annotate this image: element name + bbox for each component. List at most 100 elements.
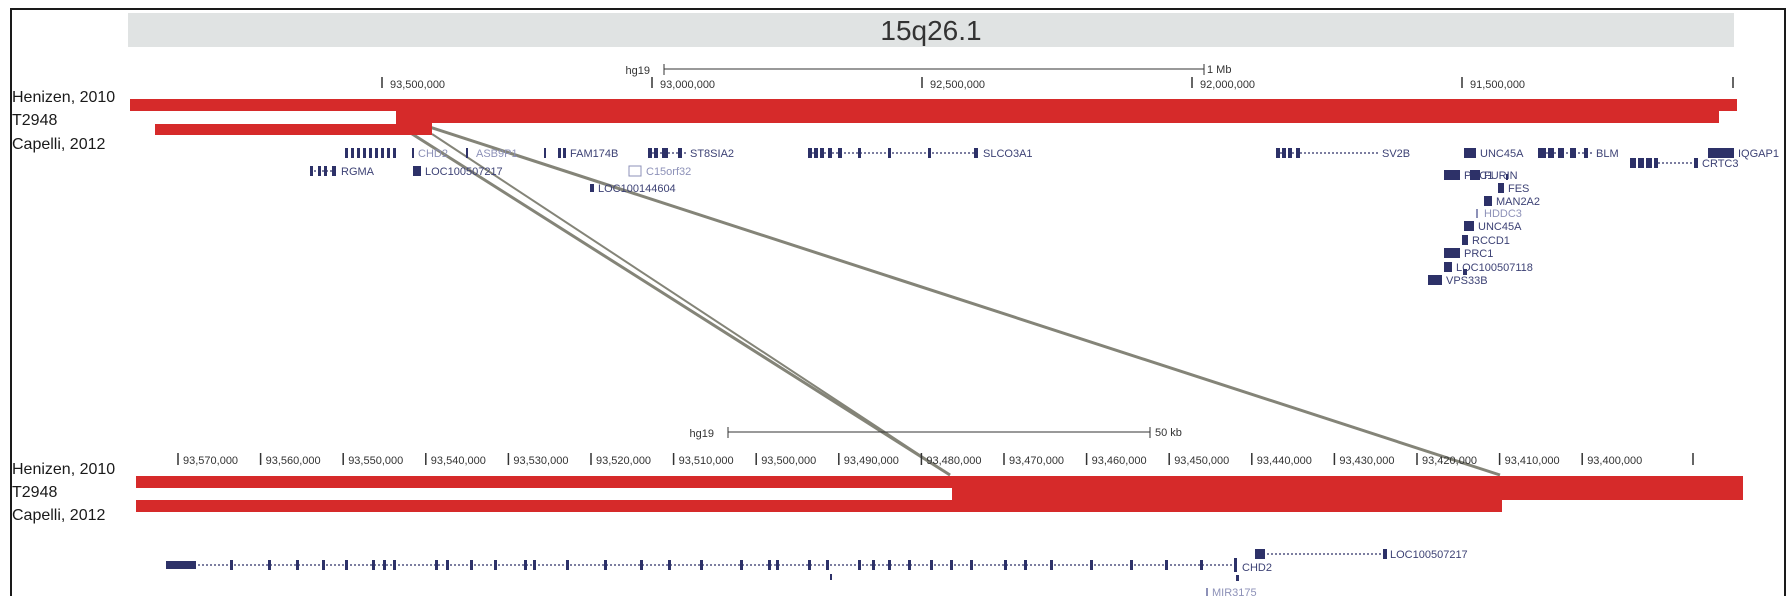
gene-exon (1165, 560, 1168, 570)
track-label-henizen-top: Henizen, 2010 (12, 89, 116, 106)
axis-tick-label-bottom: 93,450,000 (1174, 455, 1229, 467)
gene-exon (345, 560, 348, 570)
gene-label-rccd1-cluster: RCCD1 (1472, 235, 1510, 247)
scale-length-top: 1 Mb (1207, 64, 1231, 76)
scale-length-bottom: 50 kb (1155, 427, 1182, 439)
gene-block (1462, 235, 1468, 245)
gene-label-mir3175: MIR3175 (1212, 587, 1257, 598)
gene-exon (563, 148, 566, 158)
axis-tick-label-bottom: 93,440,000 (1257, 455, 1312, 467)
axis-tick-label-bottom: 93,480,000 (926, 455, 981, 467)
gene-block (1464, 148, 1476, 158)
axis-tick-label-bottom: 93,510,000 (679, 455, 734, 467)
gene-exon (928, 148, 931, 158)
axis-tick-label-bottom: 93,420,000 (1422, 455, 1477, 467)
gene-label-loc100507217-bottom: LOC100507217 (1390, 549, 1468, 561)
gene-exon (820, 148, 824, 158)
axis-tick-label-top: 92,500,000 (930, 79, 985, 91)
gene-exon (888, 148, 891, 158)
gene-label-furin-cluster: FURIN (1484, 170, 1518, 182)
gene-exon (466, 148, 468, 158)
gene-exon (814, 148, 818, 158)
gene-exon (1050, 560, 1053, 570)
gene-exon (830, 574, 832, 580)
gene-label-fam174b: FAM174B (570, 148, 618, 160)
cnv-bar-t2948-top (396, 111, 1719, 123)
gene-exon (1654, 158, 1658, 168)
gene-exon (435, 560, 438, 570)
gene-block (1428, 275, 1442, 285)
gene-exon (363, 148, 366, 158)
gene-exon (310, 166, 313, 176)
gene-exon (1206, 588, 1208, 596)
gene-label-loc100507217-top: LOC100507217 (425, 166, 503, 178)
chromosome-band-bar: 15q26.1 (128, 13, 1734, 47)
gene-exon (318, 166, 321, 176)
gene-exon (1476, 209, 1478, 218)
axis-tick-label-top: 91,500,000 (1470, 79, 1525, 91)
gene-exon (533, 560, 536, 570)
gene-exon (1558, 148, 1564, 158)
gene-exon (668, 560, 671, 570)
gene-exon (558, 148, 561, 158)
gene-exon (351, 148, 354, 158)
gene-exon (322, 560, 325, 570)
cnv-overlap-bottom (952, 488, 1502, 512)
gene-exon (1234, 558, 1237, 572)
gene-exon (345, 148, 348, 158)
gene-label-loc100144604: LOC100144604 (598, 183, 676, 195)
gene-exon (1200, 560, 1203, 570)
gene-exon (776, 560, 779, 570)
gene-exon (1236, 575, 1239, 581)
gene-exon (1538, 148, 1546, 158)
gene-exon (332, 166, 336, 176)
gene-label-fes-cluster: FES (1508, 183, 1529, 195)
gene-exon (393, 560, 396, 570)
gene-block (1444, 248, 1460, 258)
gene-exon (1296, 148, 1300, 158)
gene-label-unc45a-cluster: UNC45A (1478, 221, 1522, 233)
gene-exon (1694, 158, 1698, 168)
zoom-line-right-outer (407, 118, 1501, 477)
gene-exon (970, 560, 973, 570)
gene-exon (1090, 560, 1093, 570)
gene-label-loc100507118-cluster: LOC100507118 (1456, 262, 1533, 274)
gene-exon (324, 166, 327, 176)
axis-tick-label-bottom: 93,460,000 (1092, 455, 1147, 467)
gene-exon (1383, 549, 1387, 559)
gene-exon (268, 560, 271, 570)
track-label-capelli-bottom: Capelli, 2012 (12, 507, 106, 524)
scale-assembly-top: hg19 (626, 65, 650, 77)
gene-label-slco3a1: SLCO3A1 (983, 148, 1033, 160)
gene-exon (393, 148, 396, 158)
gene-exon (768, 560, 771, 570)
axis-tick-label-bottom: 93,560,000 (266, 455, 321, 467)
gene-exon (446, 560, 449, 570)
zoom-line-left-outer (397, 123, 951, 477)
gene-label-c15orf32: C15orf32 (646, 166, 691, 178)
figure-frame (10, 8, 1786, 596)
gene-exon (888, 560, 891, 570)
gene-exon (1024, 560, 1027, 570)
gene-exon (950, 560, 953, 570)
gene-exon (826, 560, 829, 570)
cnv-bar-capelli-top (155, 124, 432, 135)
axis-tick-label-bottom: 93,540,000 (431, 455, 486, 467)
gene-exon (1276, 148, 1280, 158)
gene-exon (808, 560, 811, 570)
gene-label-hddc3-cluster: HDDC3 (1484, 208, 1522, 220)
gene-exon (372, 560, 375, 570)
gene-exon (544, 148, 546, 158)
gene-block (1470, 170, 1480, 180)
gene-exon (908, 560, 911, 570)
gene-label-asb9p1: ASB9P1 (476, 148, 518, 160)
gene-exon (858, 560, 861, 570)
gene-label-rgma: RGMA (341, 166, 375, 178)
gene-exon (654, 148, 658, 158)
gene-exon (494, 560, 497, 570)
gene-exon (640, 560, 643, 570)
gene-exon (1282, 148, 1286, 158)
gene-block (1484, 196, 1492, 206)
gene-exon (375, 148, 378, 158)
gene-exon (1463, 269, 1467, 275)
